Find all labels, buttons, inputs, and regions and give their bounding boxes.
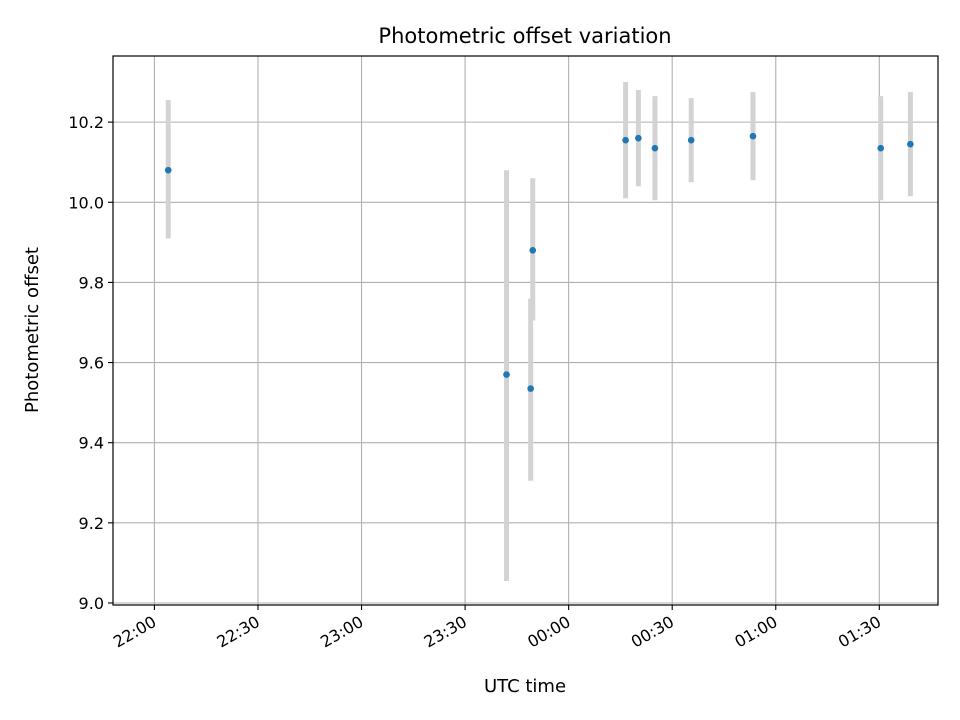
- data-point: [907, 140, 914, 148]
- data-point: [503, 371, 510, 378]
- y-axis-title: Photometric offset: [22, 247, 43, 413]
- data-point: [529, 247, 537, 254]
- data-point: [527, 385, 534, 392]
- x-axis-title: UTC time: [484, 676, 566, 697]
- y-tick-label: 9.0: [79, 594, 104, 613]
- y-tick-label: 9.4: [79, 434, 104, 453]
- y-tick-label: 10.2: [68, 113, 104, 132]
- grid-lines: [113, 56, 938, 605]
- y-tick-label: 9.6: [79, 354, 104, 373]
- data-point: [687, 136, 695, 144]
- data-point: [635, 134, 642, 142]
- chart-title: Photometric offset variation: [378, 24, 671, 48]
- data-point: [651, 144, 659, 152]
- y-tick-label: 10.0: [68, 193, 104, 212]
- data-point: [622, 136, 629, 144]
- data-point: [749, 132, 757, 140]
- y-axis-ticks: 9.0 9.2 9.4 9.6 9.8 10.0 10.2: [68, 113, 113, 613]
- data-point: [877, 144, 884, 152]
- y-tick-label: 9.8: [79, 273, 104, 292]
- data-point: [164, 166, 172, 174]
- data-points: [164, 132, 914, 392]
- y-tick-label: 9.2: [79, 514, 104, 533]
- plot-frame: [112, 55, 939, 606]
